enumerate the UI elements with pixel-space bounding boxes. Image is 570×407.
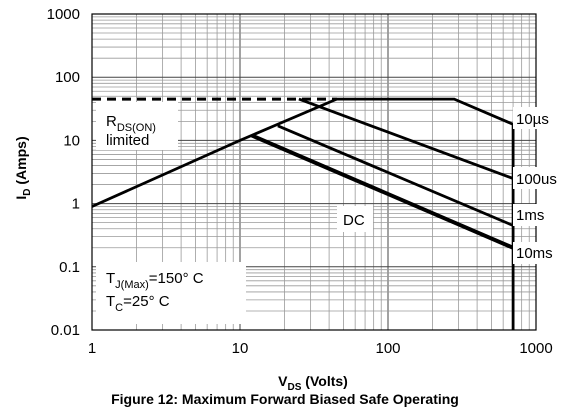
series-line-100us xyxy=(298,97,514,180)
x-tick-label: 1 xyxy=(88,340,96,357)
series-line-1ms xyxy=(277,124,514,227)
temperature-annotation-bg xyxy=(96,262,246,324)
label-1ms: 1ms xyxy=(516,207,544,224)
rds-annotation-line1: RDS(ON) xyxy=(106,113,156,134)
y-tick-label: 1000 xyxy=(47,6,80,23)
label-10us: 10µs xyxy=(516,111,549,128)
label-100us-bg xyxy=(513,167,563,189)
y-tick-label: 10 xyxy=(63,132,80,149)
tj-annotation: TJ(Max)=150° C xyxy=(106,270,204,291)
tick-labels: 1 10 100 1000 0.01 0.1 1 10 100 1000 xyxy=(47,6,553,357)
y-tick-label: 0.01 xyxy=(51,322,80,339)
rds-annotation-bg xyxy=(96,102,178,150)
y-tick-label: 1 xyxy=(72,196,80,213)
grid xyxy=(91,13,537,331)
series-line-10s xyxy=(91,97,515,330)
figure-caption: Figure 12: Maximum Forward Biased Safe O… xyxy=(111,391,459,407)
y-tick-label: 100 xyxy=(55,69,80,86)
label-10ms-bg xyxy=(513,242,563,264)
x-tick-label: 1000 xyxy=(519,340,552,357)
x-axis-title: VDS (Volts) xyxy=(278,373,348,393)
dc-label: DC xyxy=(343,212,365,229)
y-axis-title: ID (Amps) xyxy=(13,136,33,199)
x-tick-label: 100 xyxy=(375,340,400,357)
rds-annotation-line2: limited xyxy=(106,132,149,149)
series-line-dc xyxy=(250,133,514,250)
series-lines xyxy=(91,97,515,330)
x-tick-label: 10 xyxy=(232,340,249,357)
y-tick-label: 0.1 xyxy=(59,259,80,276)
tc-annotation: TC=25° C xyxy=(106,293,170,314)
dc-label-bg xyxy=(337,206,373,232)
label-100us: 100us xyxy=(516,171,557,188)
label-10ms: 10ms xyxy=(516,245,553,262)
label-1ms-bg xyxy=(513,204,549,226)
label-10us-bg xyxy=(513,107,553,129)
